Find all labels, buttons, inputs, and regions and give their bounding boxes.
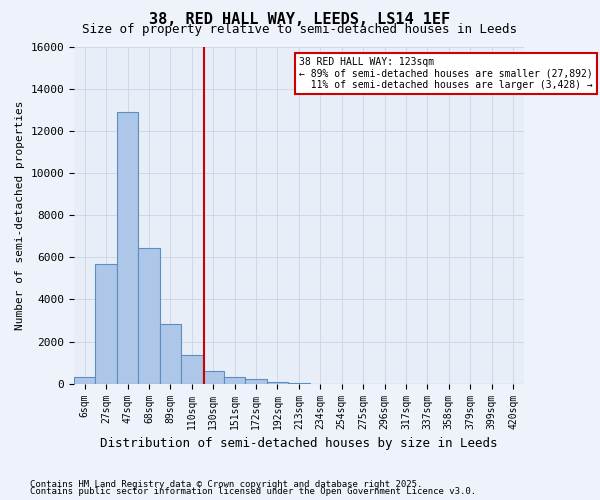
Text: 38 RED HALL WAY: 123sqm
← 89% of semi-detached houses are smaller (27,892)
  11%: 38 RED HALL WAY: 123sqm ← 89% of semi-de… [299,56,593,90]
Text: 38, RED HALL WAY, LEEDS, LS14 1EF: 38, RED HALL WAY, LEEDS, LS14 1EF [149,12,451,28]
Bar [224,378,245,384]
Bar [181,355,203,384]
X-axis label: Distribution of semi-detached houses by size in Leeds: Distribution of semi-detached houses by … [100,437,497,450]
Bar [95,264,117,384]
Text: Size of property relative to semi-detached houses in Leeds: Size of property relative to semi-detach… [83,24,517,36]
Bar [245,380,267,384]
Bar [117,112,138,384]
Bar [160,324,181,384]
Bar [203,371,224,384]
Text: Contains public sector information licensed under the Open Government Licence v3: Contains public sector information licen… [30,487,476,496]
Bar [74,378,95,384]
Y-axis label: Number of semi-detached properties: Number of semi-detached properties [15,100,25,330]
Bar [288,382,310,384]
Text: Contains HM Land Registry data © Crown copyright and database right 2025.: Contains HM Land Registry data © Crown c… [30,480,422,489]
Bar [267,382,288,384]
Bar [138,248,160,384]
